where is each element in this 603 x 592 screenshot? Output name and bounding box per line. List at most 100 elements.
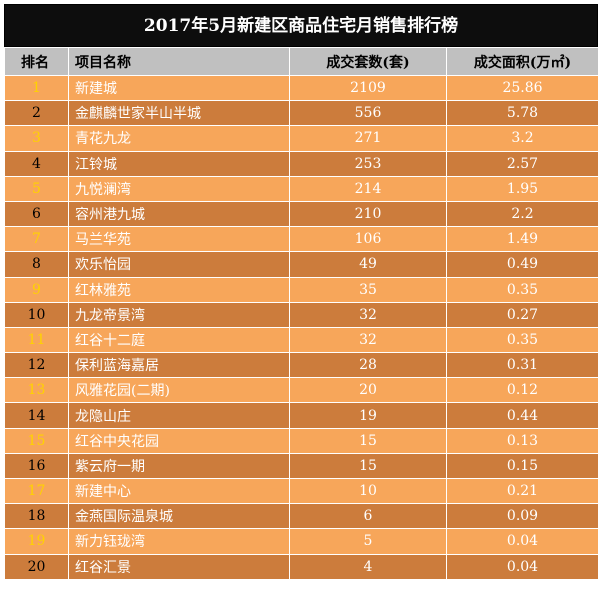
header-units: 成交套数(套) — [289, 47, 447, 76]
area-cell: 0.35 — [446, 326, 599, 354]
ranking-table: 2017年5月新建区商品住宅月销售排行榜 排名 项目名称 成交套数(套) 成交面… — [4, 4, 599, 580]
area-cell: 0.15 — [446, 452, 599, 480]
project-name-cell: 新力钰珑湾 — [68, 528, 290, 555]
rank-cell: 5 — [4, 175, 69, 202]
project-name-cell: 新建城 — [68, 74, 290, 102]
project-name-cell: 风雅花园(二期) — [68, 377, 290, 404]
rank-cell: 16 — [4, 452, 69, 480]
units-cell: 2109 — [289, 74, 447, 102]
project-name-cell: 新建中心 — [68, 477, 290, 505]
area-cell: 0.44 — [446, 402, 599, 429]
rank-cell: 6 — [4, 200, 69, 228]
units-cell: 210 — [289, 200, 447, 228]
project-name-cell: 红谷十二庭 — [68, 326, 290, 354]
units-cell: 32 — [289, 326, 447, 354]
table-row: 2 金麒麟世家半山半城 556 5.78 — [4, 100, 599, 127]
units-cell: 106 — [289, 226, 447, 253]
project-name-cell: 紫云府一期 — [68, 452, 290, 480]
units-cell: 49 — [289, 251, 447, 278]
rank-cell: 17 — [4, 477, 69, 505]
project-name-cell: 九龙帝景湾 — [68, 301, 290, 328]
rank-cell: 4 — [4, 150, 69, 177]
units-cell: 32 — [289, 301, 447, 328]
rank-cell: 11 — [4, 326, 69, 354]
rank-cell: 20 — [4, 553, 69, 580]
units-cell: 271 — [289, 125, 447, 152]
area-cell: 0.09 — [446, 503, 599, 530]
project-name-cell: 青花九龙 — [68, 125, 290, 152]
project-name-cell: 欢乐怡园 — [68, 251, 290, 278]
units-cell: 556 — [289, 100, 447, 127]
area-cell: 0.04 — [446, 528, 599, 555]
project-name-cell: 马兰华苑 — [68, 226, 290, 253]
units-cell: 214 — [289, 175, 447, 202]
units-cell: 6 — [289, 503, 447, 530]
rank-cell: 15 — [4, 427, 69, 454]
table-row: 17 新建中心 10 0.21 — [4, 477, 599, 505]
rank-cell: 9 — [4, 276, 69, 303]
units-cell: 28 — [289, 352, 447, 379]
area-cell: 0.13 — [446, 427, 599, 454]
table-row: 1 新建城 2109 25.86 — [4, 74, 599, 102]
project-name-cell: 江铃城 — [68, 150, 290, 177]
area-cell: 5.78 — [446, 100, 599, 127]
area-cell: 3.2 — [446, 125, 599, 152]
area-cell: 0.31 — [446, 352, 599, 379]
project-name-cell: 红林雅苑 — [68, 276, 290, 303]
rank-cell: 14 — [4, 402, 69, 429]
rank-cell: 1 — [4, 74, 69, 102]
table-row: 10 九龙帝景湾 32 0.27 — [4, 301, 599, 328]
header-row: 排名 项目名称 成交套数(套) 成交面积(万㎡) — [4, 47, 599, 76]
table-row: 9 红林雅苑 35 0.35 — [4, 276, 599, 303]
units-cell: 35 — [289, 276, 447, 303]
rank-cell: 18 — [4, 503, 69, 530]
rank-cell: 12 — [4, 352, 69, 379]
rank-cell: 13 — [4, 377, 69, 404]
table-row: 14 龙隐山庄 19 0.44 — [4, 402, 599, 429]
units-cell: 15 — [289, 452, 447, 480]
rank-cell: 2 — [4, 100, 69, 127]
project-name-cell: 金麒麟世家半山半城 — [68, 100, 290, 127]
rank-cell: 7 — [4, 226, 69, 253]
area-cell: 25.86 — [446, 74, 599, 102]
area-cell: 0.04 — [446, 553, 599, 580]
header-area: 成交面积(万㎡) — [446, 47, 599, 76]
area-cell: 0.27 — [446, 301, 599, 328]
area-cell: 2.2 — [446, 200, 599, 228]
rank-cell: 10 — [4, 301, 69, 328]
rank-cell: 3 — [4, 125, 69, 152]
area-cell: 0.35 — [446, 276, 599, 303]
area-cell: 1.95 — [446, 175, 599, 202]
area-cell: 0.49 — [446, 251, 599, 278]
table-title: 2017年5月新建区商品住宅月销售排行榜 — [4, 4, 598, 47]
area-cell: 1.49 — [446, 226, 599, 253]
table-row: 18 金燕国际温泉城 6 0.09 — [4, 503, 599, 530]
header-project-name: 项目名称 — [68, 47, 290, 76]
sales-table: 排名 项目名称 成交套数(套) 成交面积(万㎡) 1 新建城 2109 25.86 2 金… — [4, 47, 599, 580]
table-row: 16 紫云府一期 15 0.15 — [4, 452, 599, 480]
project-name-cell: 红谷中央花园 — [68, 427, 290, 454]
project-name-cell: 九悦澜湾 — [68, 175, 290, 202]
area-cell: 0.12 — [446, 377, 599, 404]
table-row: 20 红谷汇景 4 0.04 — [4, 553, 599, 580]
table-row: 12 保利蓝海嘉居 28 0.31 — [4, 352, 599, 379]
units-cell: 10 — [289, 477, 447, 505]
units-cell: 15 — [289, 427, 447, 454]
table-row: 19 新力钰珑湾 5 0.04 — [4, 528, 599, 555]
area-cell: 0.21 — [446, 477, 599, 505]
table-row: 15 红谷中央花园 15 0.13 — [4, 427, 599, 454]
project-name-cell: 保利蓝海嘉居 — [68, 352, 290, 379]
units-cell: 5 — [289, 528, 447, 555]
project-name-cell: 龙隐山庄 — [68, 402, 290, 429]
table-row: 11 红谷十二庭 32 0.35 — [4, 326, 599, 354]
table-row: 4 江铃城 253 2.57 — [4, 150, 599, 177]
rank-cell: 8 — [4, 251, 69, 278]
table-row: 13 风雅花园(二期) 20 0.12 — [4, 377, 599, 404]
units-cell: 20 — [289, 377, 447, 404]
header-rank: 排名 — [4, 47, 69, 76]
project-name-cell: 红谷汇景 — [68, 553, 290, 580]
project-name-cell: 金燕国际温泉城 — [68, 503, 290, 530]
units-cell: 253 — [289, 150, 447, 177]
units-cell: 4 — [289, 553, 447, 580]
table-row: 7 马兰华苑 106 1.49 — [4, 226, 599, 253]
